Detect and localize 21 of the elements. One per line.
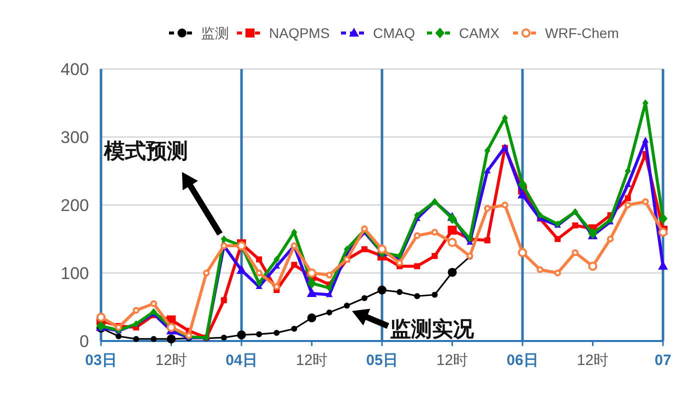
x-tick-label: 06日	[506, 352, 538, 369]
y-tick-label: 100	[60, 264, 89, 283]
legend-label: WRF-Chem	[545, 25, 619, 41]
y-tick-label: 400	[60, 60, 89, 79]
x-tick-label: 05日	[366, 352, 398, 369]
y-tick-label: 300	[60, 128, 89, 147]
x-tick-label: 07	[654, 352, 672, 369]
x-tick-label: 12时	[576, 352, 609, 369]
x-tick-label: 12时	[155, 352, 188, 369]
annotation: 模式预测	[103, 140, 188, 163]
x-tick-label: 12时	[296, 352, 328, 369]
x-tick-label: 03日	[85, 352, 117, 369]
legend-label: CMAQ	[373, 25, 416, 41]
x-tick-label: 12时	[436, 352, 468, 369]
legend-label: 监测	[201, 25, 229, 41]
x-tick-label: 04日	[226, 352, 258, 369]
y-tick-label: 0	[80, 332, 89, 351]
annotation: 监测实况	[390, 317, 475, 341]
y-tick-label: 200	[60, 196, 89, 215]
legend-label: NAQPMS	[269, 25, 330, 41]
legend-label: CAMX	[459, 25, 500, 41]
